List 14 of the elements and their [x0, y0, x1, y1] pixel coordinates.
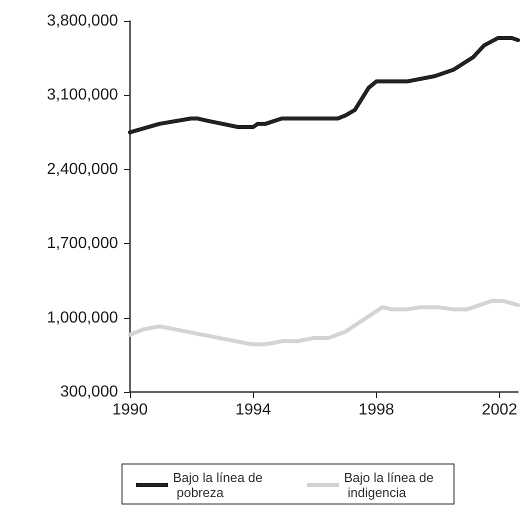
y-tick-label: 300,000 [60, 384, 118, 400]
legend-label: Bajo la línea de pobreza [173, 470, 263, 500]
x-tick-label: 1998 [358, 402, 394, 418]
y-tick-label: 3,100,000 [46, 86, 118, 104]
x-tick-label: 2002 [482, 402, 518, 418]
y-tick-label: 1,000,000 [46, 309, 118, 326]
y-tick-label: 1,700,000 [46, 235, 118, 252]
y-tick-label: 2,400,000 [46, 160, 118, 178]
y-tick-label: 3,800,000 [46, 12, 118, 30]
legend-label: Bajo la línea de indigencia [344, 470, 434, 500]
line-series [128, 36, 520, 134]
x-tick-label: 1994 [235, 402, 272, 418]
line-series [128, 298, 520, 346]
x-tick-label: 1990 [112, 402, 148, 418]
